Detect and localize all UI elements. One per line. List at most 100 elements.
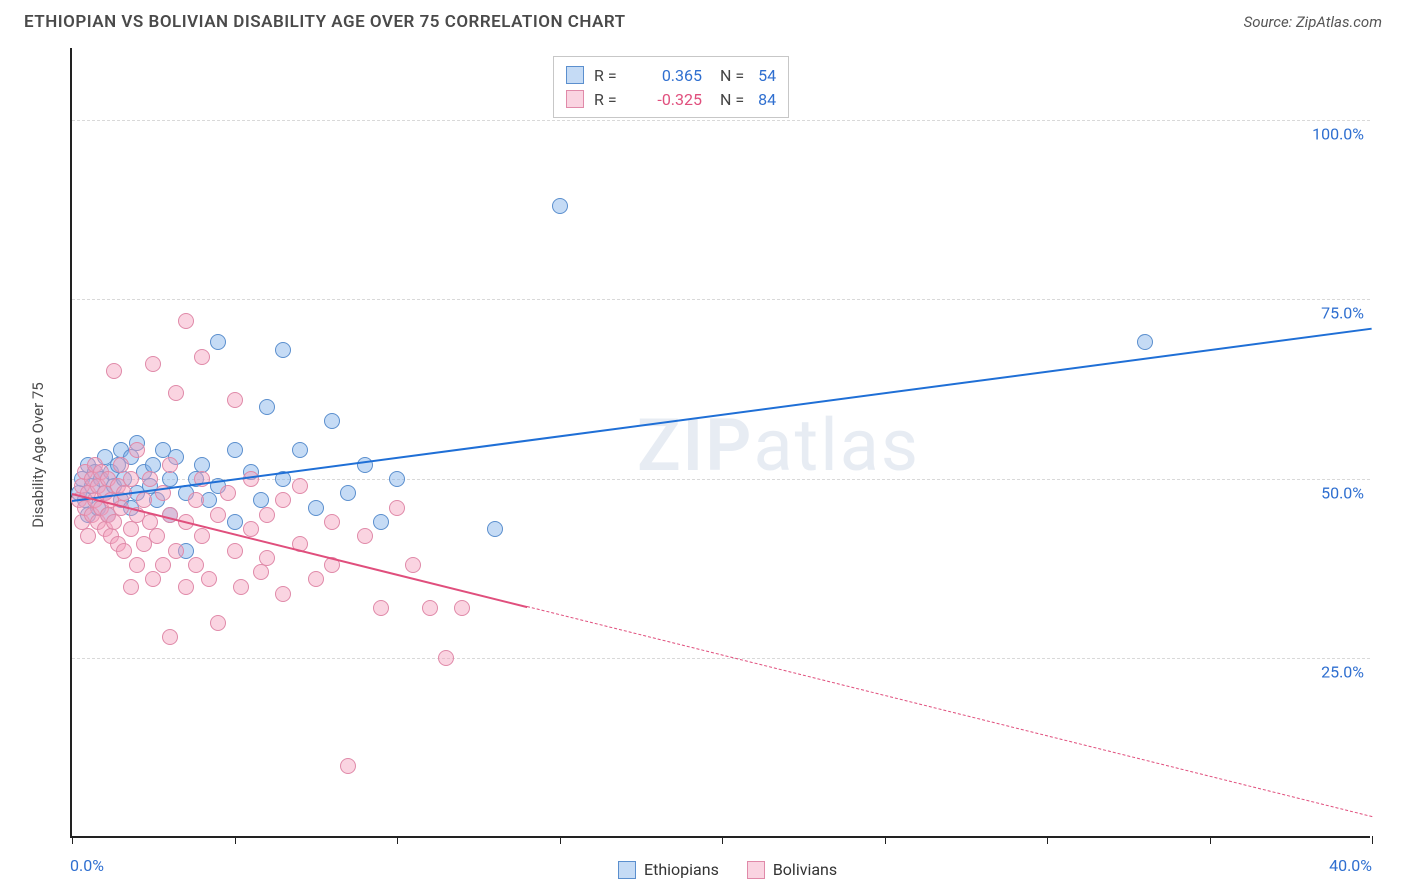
legend-swatch — [566, 66, 584, 84]
data-point — [253, 564, 269, 580]
r-value: -0.325 — [638, 90, 702, 109]
data-point — [552, 198, 568, 214]
data-point — [422, 600, 438, 616]
x-tick — [1210, 836, 1211, 844]
gridline — [72, 658, 1370, 659]
legend-swatch — [747, 861, 765, 879]
data-point — [106, 363, 122, 379]
data-point — [201, 571, 217, 587]
data-point — [210, 334, 226, 350]
data-point — [275, 492, 291, 508]
data-point — [227, 442, 243, 458]
r-value: 0.365 — [638, 66, 702, 85]
legend-swatch — [566, 90, 584, 108]
correlation-legend: R = 0.365 N = 54 R = -0.325 N = 84 — [553, 56, 789, 118]
data-point — [123, 579, 139, 595]
legend-label: Bolivians — [773, 860, 837, 879]
legend-item: Ethiopians — [618, 860, 719, 879]
data-point — [210, 615, 226, 631]
x-tick — [722, 836, 723, 844]
data-point — [454, 600, 470, 616]
trend-line — [72, 328, 1372, 502]
data-point — [227, 543, 243, 559]
data-point — [123, 521, 139, 537]
data-point — [220, 485, 236, 501]
data-point — [438, 650, 454, 666]
data-point — [123, 471, 139, 487]
data-point — [340, 485, 356, 501]
data-point — [227, 514, 243, 530]
data-point — [373, 600, 389, 616]
chart-container: Disability Age Over 75 25.0% 50.0% 75.0% 10… — [24, 40, 1382, 870]
x-tick — [72, 836, 73, 844]
y-tick-label: 75.0% — [1321, 304, 1364, 323]
data-point — [324, 413, 340, 429]
data-point — [308, 571, 324, 587]
trend-line — [527, 606, 1372, 817]
r-label: R = — [594, 66, 628, 85]
gridline — [72, 299, 1370, 300]
data-point — [168, 543, 184, 559]
data-point — [259, 550, 275, 566]
data-point — [227, 392, 243, 408]
x-max-label: 40.0% — [1329, 856, 1372, 875]
legend-label: Ethiopians — [644, 860, 719, 879]
series-legend: Ethiopians Bolivians — [618, 860, 837, 879]
gridline — [72, 120, 1370, 121]
data-point — [308, 500, 324, 516]
data-point — [155, 557, 171, 573]
data-point — [275, 586, 291, 602]
data-point — [136, 492, 152, 508]
data-point — [389, 471, 405, 487]
y-tick-label: 50.0% — [1321, 483, 1364, 502]
data-point — [292, 478, 308, 494]
data-point — [194, 528, 210, 544]
data-point — [292, 442, 308, 458]
n-label: N = — [720, 90, 744, 109]
data-point — [340, 758, 356, 774]
data-point — [405, 557, 421, 573]
data-point — [113, 457, 129, 473]
gridline — [72, 479, 1370, 480]
chart-title: ETHIOPIAN VS BOLIVIAN DISABILITY AGE OVE… — [24, 12, 626, 32]
data-point — [233, 579, 249, 595]
x-tick — [1372, 836, 1373, 844]
data-point — [357, 457, 373, 473]
data-point — [188, 557, 204, 573]
x-tick — [560, 836, 561, 844]
y-axis-label: Disability Age Over 75 — [29, 382, 47, 527]
data-point — [194, 349, 210, 365]
data-point — [168, 385, 184, 401]
source-label: Source: ZipAtlas.com — [1244, 13, 1382, 31]
watermark: ZIPatlas — [637, 403, 920, 488]
y-tick-label: 100.0% — [1312, 124, 1364, 143]
n-label: N = — [720, 66, 744, 85]
x-tick — [235, 836, 236, 844]
r-label: R = — [594, 90, 628, 109]
data-point — [106, 514, 122, 530]
n-value: 54 — [758, 66, 776, 85]
legend-row: R = -0.325 N = 84 — [566, 87, 776, 111]
data-point — [145, 356, 161, 372]
data-point — [80, 528, 96, 544]
x-tick — [1047, 836, 1048, 844]
data-point — [149, 528, 165, 544]
data-point — [145, 571, 161, 587]
x-tick — [885, 836, 886, 844]
x-min-label: 0.0% — [70, 856, 104, 875]
n-value: 84 — [758, 90, 776, 109]
data-point — [373, 514, 389, 530]
y-tick-label: 25.0% — [1321, 663, 1364, 682]
data-point — [178, 313, 194, 329]
data-point — [178, 579, 194, 595]
data-point — [162, 457, 178, 473]
data-point — [188, 492, 204, 508]
x-tick — [397, 836, 398, 844]
data-point — [275, 342, 291, 358]
data-point — [389, 500, 405, 516]
data-point — [129, 442, 145, 458]
data-point — [487, 521, 503, 537]
data-point — [357, 528, 373, 544]
data-point — [243, 521, 259, 537]
data-point — [210, 507, 226, 523]
